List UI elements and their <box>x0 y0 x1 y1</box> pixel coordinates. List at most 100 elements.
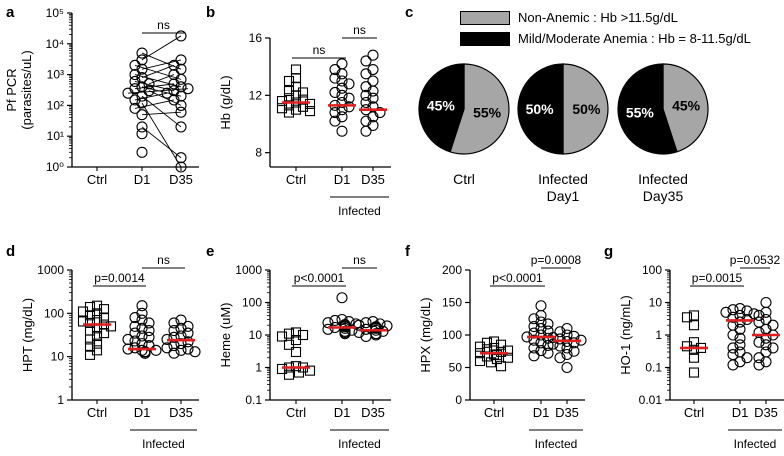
point-a-d1-5 <box>136 97 148 109</box>
significance-label-g-0: p=0.0015 <box>692 271 743 285</box>
pie-caption-1-line2: Day1 <box>547 188 580 204</box>
paired-line-a <box>141 64 175 79</box>
point-d-ctrl-7 <box>84 325 96 336</box>
point-a-d35-9 <box>182 83 194 95</box>
y-tick-label-a-3: 10³ <box>47 68 64 82</box>
legend-swatch-anemic <box>460 31 510 46</box>
point-e-d1-4 <box>322 323 334 335</box>
point-d-d35-15 <box>168 317 180 329</box>
y-tick-label-g-2: 1 <box>655 328 662 342</box>
point-f-d1-18 <box>535 300 547 312</box>
point-g-ctrl-0 <box>688 367 700 378</box>
point-g-ctrl-1 <box>688 352 700 363</box>
point-f-d35-4 <box>561 342 573 354</box>
y-tick-label-g-3: 10 <box>649 296 663 310</box>
y-tick-label-g-4: 100 <box>642 263 662 277</box>
point-g-d35-0 <box>753 359 765 371</box>
group-label-f: Infected <box>535 437 578 451</box>
y-tick-label-d-2: 100 <box>44 306 64 320</box>
point-d-d1-19 <box>136 314 148 326</box>
point-a-d1-1 <box>136 128 148 140</box>
point-d-ctrl-5 <box>91 330 103 342</box>
y-tick-label-g-1: 0.1 <box>645 361 662 375</box>
paired-line-a <box>134 64 182 80</box>
point-a-d35-0 <box>175 161 187 173</box>
y-tick-label-g-0: 0.01 <box>639 393 663 407</box>
panel-letter-g: g <box>604 243 614 260</box>
point-g-d35-11 <box>767 319 779 331</box>
y-tick-label-f-3: 150 <box>442 296 462 310</box>
significance-label-b-0: ns <box>313 43 326 57</box>
point-g-d1-3 <box>727 349 739 361</box>
point-g-d35-12 <box>753 316 765 328</box>
point-a-d1-15 <box>129 69 141 81</box>
point-d-d1-18 <box>143 317 155 329</box>
point-f-d1-0 <box>528 350 540 362</box>
point-b-d35-16 <box>367 49 379 61</box>
point-e-d1-12 <box>322 317 334 329</box>
point-f-ctrl-15 <box>481 337 493 348</box>
significance-label-e-0: p<0.0001 <box>294 271 345 285</box>
y-tick-label-d-3: 1000 <box>37 263 64 277</box>
point-g-d1-19 <box>734 303 746 315</box>
group-label-b: Infected <box>338 204 381 218</box>
pie-slice-non-anemic-1 <box>562 63 609 155</box>
x-tick-label-a-ctrl: Ctrl <box>87 172 107 187</box>
point-d-ctrl-11 <box>84 317 96 328</box>
point-a-d35-3 <box>175 106 187 118</box>
point-b-ctrl-16 <box>290 73 302 84</box>
point-e-d35-3 <box>353 326 365 338</box>
point-f-d35-0 <box>561 361 573 374</box>
x-tick-label-e-d1: D1 <box>334 405 351 420</box>
y-axis-label-d: HPT (mg/dL) <box>20 298 35 372</box>
point-f-ctrl-14 <box>495 339 507 350</box>
x-tick-label-d-d1: D1 <box>134 405 151 420</box>
point-a-d35-4 <box>175 99 187 111</box>
legend-item-non-anemic: Non-Anemic : Hb >11.5g/dL <box>460 7 751 28</box>
x-tick-label-g-d35: D35 <box>754 405 778 420</box>
panel-letter-b: b <box>206 4 216 21</box>
pie-label-anemic-0: 45% <box>427 97 456 113</box>
x-tick-label-d-d35: D35 <box>169 405 193 420</box>
point-d-ctrl-19 <box>84 301 96 313</box>
point-d-d35-3 <box>182 343 194 355</box>
y-tick-label-a-0: 10⁰ <box>46 160 64 174</box>
point-a-d35-1 <box>175 152 187 164</box>
y-tick-label-a-2: 10² <box>47 98 64 112</box>
point-f-ctrl-9 <box>495 346 507 357</box>
point-e-d1-16 <box>336 292 348 304</box>
point-b-d35-0 <box>360 125 372 137</box>
point-e-ctrl-2 <box>304 365 316 376</box>
point-a-d35-16 <box>175 54 187 66</box>
point-a-d1-0 <box>136 146 148 158</box>
point-f-d35-6 <box>547 338 559 350</box>
point-f-ctrl-16 <box>488 336 500 347</box>
point-a-d1-7 <box>136 90 148 102</box>
y-axis-label-a-line2: (parasites/uL) <box>19 50 34 129</box>
point-g-d1-7 <box>734 332 746 344</box>
significance-label-f-1: p=0.0008 <box>531 253 582 267</box>
point-a-d1-12 <box>143 78 155 90</box>
x-tick-label-e-d35: D35 <box>361 405 385 420</box>
point-d-ctrl-12 <box>77 316 89 327</box>
pie-label-non-anemic-1: 50% <box>572 101 601 117</box>
paired-line-a <box>141 35 182 61</box>
point-a-d1-2 <box>136 121 148 133</box>
paired-line-a <box>134 99 175 109</box>
point-d-d1-17 <box>129 320 141 332</box>
pie-label-anemic-1: 50% <box>526 101 555 117</box>
point-b-d35-15 <box>360 55 372 67</box>
point-g-d1-2 <box>741 352 753 364</box>
point-b-d1-16 <box>329 63 341 76</box>
y-tick-label-b-2: 16 <box>249 31 263 45</box>
point-a-d35-6 <box>175 90 187 102</box>
point-e-ctrl-10 <box>276 331 288 342</box>
point-g-d35-5 <box>760 339 772 351</box>
legend-label-anemic: Mild/Moderate Anemia : Hb = 8-11.5g/dL <box>518 31 751 46</box>
point-d-d35-6 <box>175 338 187 350</box>
point-a-d1-4 <box>129 102 141 114</box>
point-e-d35-12 <box>374 318 386 330</box>
point-a-d1-9 <box>143 85 155 97</box>
point-a-d35-10 <box>175 81 187 93</box>
